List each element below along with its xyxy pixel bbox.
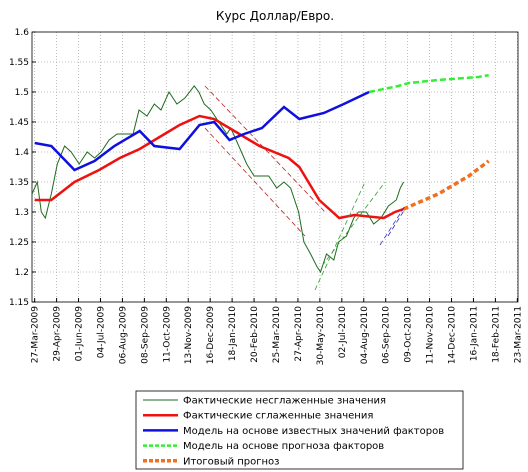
y-tick-label: 1.45 bbox=[9, 118, 29, 128]
x-tick-label: 08-Sep-2009 bbox=[140, 306, 150, 364]
legend-label: Фактические несглаженные значения bbox=[183, 396, 386, 407]
x-tick-label: 29-Apr-2009 bbox=[53, 306, 63, 362]
plot-area bbox=[31, 31, 519, 303]
x-tick-label: 02-Jul-2010 bbox=[338, 306, 348, 358]
legend-label: Фактические сглаженные значения bbox=[183, 411, 373, 422]
x-tick-label: 01-Jun-2009 bbox=[75, 306, 85, 362]
x-tick-label: 04-Aug-2010 bbox=[360, 306, 370, 365]
legend-label: Итоговый прогноз bbox=[183, 456, 280, 467]
series-line bbox=[31, 85, 405, 274]
channel-line bbox=[387, 208, 406, 237]
series-line bbox=[34, 114, 405, 220]
x-tick-label: 16-Dec-2009 bbox=[206, 306, 216, 365]
channel-line bbox=[204, 127, 306, 237]
y-tick-label: 1.25 bbox=[9, 238, 29, 248]
chart-title: Курс Доллар/Евро. bbox=[216, 9, 334, 23]
plot-background bbox=[32, 32, 518, 302]
x-tick-label: 25-Mar-2010 bbox=[272, 306, 282, 364]
channel-line bbox=[204, 85, 326, 213]
x-tick-label: 11-Oct-2009 bbox=[162, 306, 172, 363]
x-tick-label: 06-Aug-2009 bbox=[118, 306, 128, 365]
y-tick-label: 1.3 bbox=[15, 208, 29, 218]
x-tick-label: 06-Sep-2010 bbox=[382, 306, 392, 364]
x-tick-label: 20-Feb-2010 bbox=[250, 306, 260, 363]
x-tick-label: 13-Nov-2009 bbox=[184, 306, 194, 364]
y-tick-label: 1.6 bbox=[15, 28, 30, 38]
x-tick-label: 09-Oct-2010 bbox=[404, 306, 414, 363]
y-tick-label: 1.15 bbox=[9, 298, 29, 308]
series-line bbox=[34, 90, 370, 172]
x-tick-label: 27-Mar-2009 bbox=[31, 306, 41, 364]
plot-frame bbox=[31, 31, 519, 303]
y-tick-label: 1.35 bbox=[9, 178, 29, 188]
series-line bbox=[368, 73, 489, 94]
channel-line bbox=[321, 181, 386, 267]
y-tick-label: 1.5 bbox=[15, 88, 29, 98]
x-tick-label: 30-May-2010 bbox=[316, 306, 326, 366]
x-tick-label: 18-Feb-2011 bbox=[491, 306, 501, 363]
trend-channels bbox=[204, 85, 406, 291]
legend-box bbox=[135, 390, 464, 470]
x-tick-label: 14-Dec-2010 bbox=[448, 306, 458, 365]
y-tick-label: 1.2 bbox=[15, 268, 29, 278]
legend-label: Модель на основе известных значений факт… bbox=[183, 426, 444, 437]
x-tick-label: 04-Jul-2009 bbox=[96, 306, 106, 358]
x-tick-label: 11-Nov-2010 bbox=[426, 306, 436, 364]
x-tick-label: 23-Mar-2011 bbox=[513, 306, 523, 363]
legend-label: Модель на основе прогноза факторов bbox=[183, 441, 384, 452]
series-line bbox=[402, 159, 490, 211]
x-tick-label: 16-Jan-2011 bbox=[469, 306, 479, 361]
x-tick-label: 18-Jan-2010 bbox=[228, 306, 238, 362]
x-tick-label: 27-Apr-2010 bbox=[294, 306, 304, 362]
y-tick-label: 1.4 bbox=[15, 148, 30, 158]
channel-line bbox=[314, 181, 366, 291]
y-tick-label: 1.55 bbox=[9, 58, 29, 68]
